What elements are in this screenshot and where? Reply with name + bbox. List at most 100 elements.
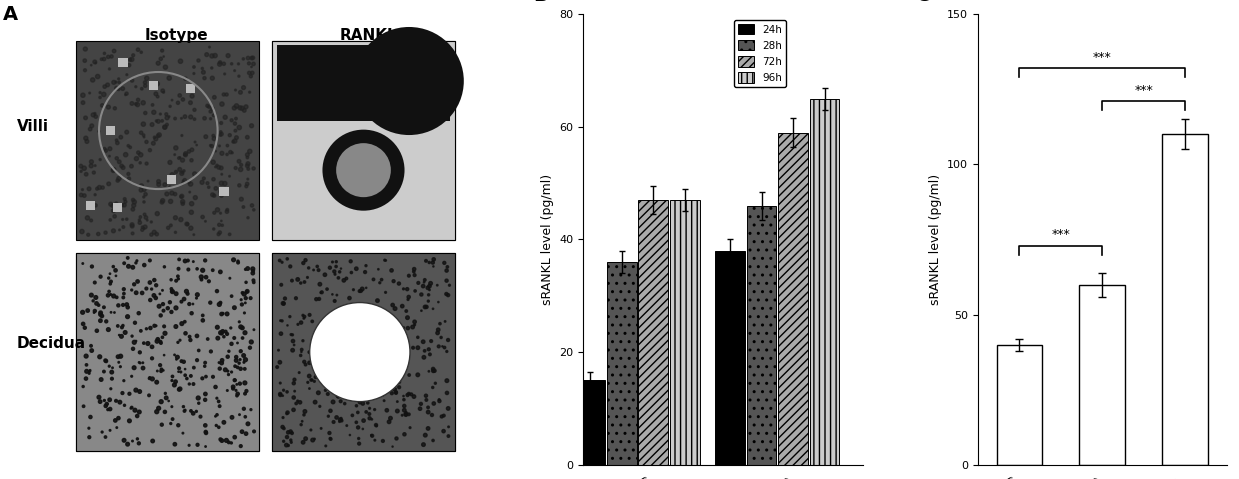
Point <box>292 418 312 425</box>
Point <box>147 408 167 416</box>
Point <box>209 300 229 308</box>
Point <box>85 113 105 120</box>
Point <box>126 155 146 162</box>
Point <box>229 72 249 80</box>
Point <box>157 121 177 128</box>
Point <box>109 79 129 86</box>
Point <box>223 383 243 391</box>
Point <box>228 364 248 371</box>
Point <box>151 365 171 373</box>
Point <box>235 299 255 307</box>
Point <box>416 257 436 265</box>
Point <box>224 334 244 342</box>
Point <box>294 259 313 267</box>
Point <box>188 399 208 407</box>
Point <box>313 328 333 336</box>
Point <box>343 373 363 380</box>
Point <box>116 128 136 136</box>
Point <box>435 318 455 325</box>
Point <box>300 311 320 319</box>
Point <box>294 311 313 319</box>
Point <box>322 291 342 298</box>
Point <box>230 89 250 96</box>
Point <box>134 225 154 232</box>
Point <box>97 400 116 408</box>
Point <box>414 338 434 345</box>
Point <box>242 406 261 413</box>
Point <box>183 380 203 388</box>
Point <box>367 324 387 332</box>
Point <box>225 164 245 172</box>
Point <box>395 342 415 350</box>
Point <box>92 56 112 63</box>
Point <box>109 358 129 366</box>
Point <box>211 299 230 307</box>
Bar <box>607 262 637 465</box>
Point <box>147 367 167 375</box>
Point <box>229 359 249 367</box>
Point <box>155 408 175 416</box>
Point <box>281 428 301 435</box>
Point <box>173 403 193 411</box>
Point <box>107 137 126 144</box>
Point <box>218 52 238 59</box>
Point <box>327 374 347 382</box>
Point <box>129 408 149 416</box>
Point <box>204 192 224 199</box>
Point <box>237 103 256 111</box>
Point <box>353 425 373 433</box>
Point <box>270 358 290 366</box>
Point <box>394 343 414 351</box>
Point <box>325 297 344 305</box>
Circle shape <box>336 143 390 197</box>
Point <box>141 231 161 239</box>
Point <box>317 285 337 293</box>
Point <box>162 376 182 384</box>
Point <box>73 383 93 390</box>
Point <box>78 307 98 314</box>
Point <box>405 287 425 295</box>
Point <box>244 60 264 68</box>
Point <box>212 310 232 318</box>
Point <box>212 359 232 367</box>
Point <box>415 347 435 354</box>
Point <box>155 123 175 131</box>
Point <box>225 137 245 145</box>
Point <box>225 362 245 370</box>
Point <box>225 120 245 127</box>
Point <box>424 365 444 373</box>
Point <box>278 321 297 329</box>
Point <box>123 221 142 228</box>
Point <box>115 195 135 203</box>
Point <box>182 200 202 207</box>
Point <box>207 394 227 402</box>
Point <box>104 308 124 316</box>
Point <box>119 390 139 398</box>
Point <box>437 263 457 271</box>
Point <box>431 334 451 342</box>
Point <box>294 411 313 419</box>
Point <box>116 216 136 223</box>
Point <box>375 256 395 264</box>
Point <box>186 194 206 202</box>
Point <box>235 356 255 364</box>
Point <box>105 213 125 220</box>
Point <box>305 399 325 406</box>
Point <box>113 164 133 171</box>
Point <box>182 146 202 154</box>
Point <box>214 333 234 341</box>
Point <box>162 415 182 423</box>
Point <box>327 291 347 299</box>
Point <box>269 346 289 354</box>
Point <box>405 321 425 329</box>
Point <box>233 289 253 297</box>
Point <box>396 307 416 315</box>
Point <box>275 295 295 302</box>
Point <box>230 166 250 173</box>
Point <box>202 74 222 82</box>
Point <box>240 72 260 80</box>
Point <box>425 367 445 375</box>
Point <box>306 357 326 365</box>
Point <box>178 257 198 264</box>
Point <box>171 57 191 65</box>
